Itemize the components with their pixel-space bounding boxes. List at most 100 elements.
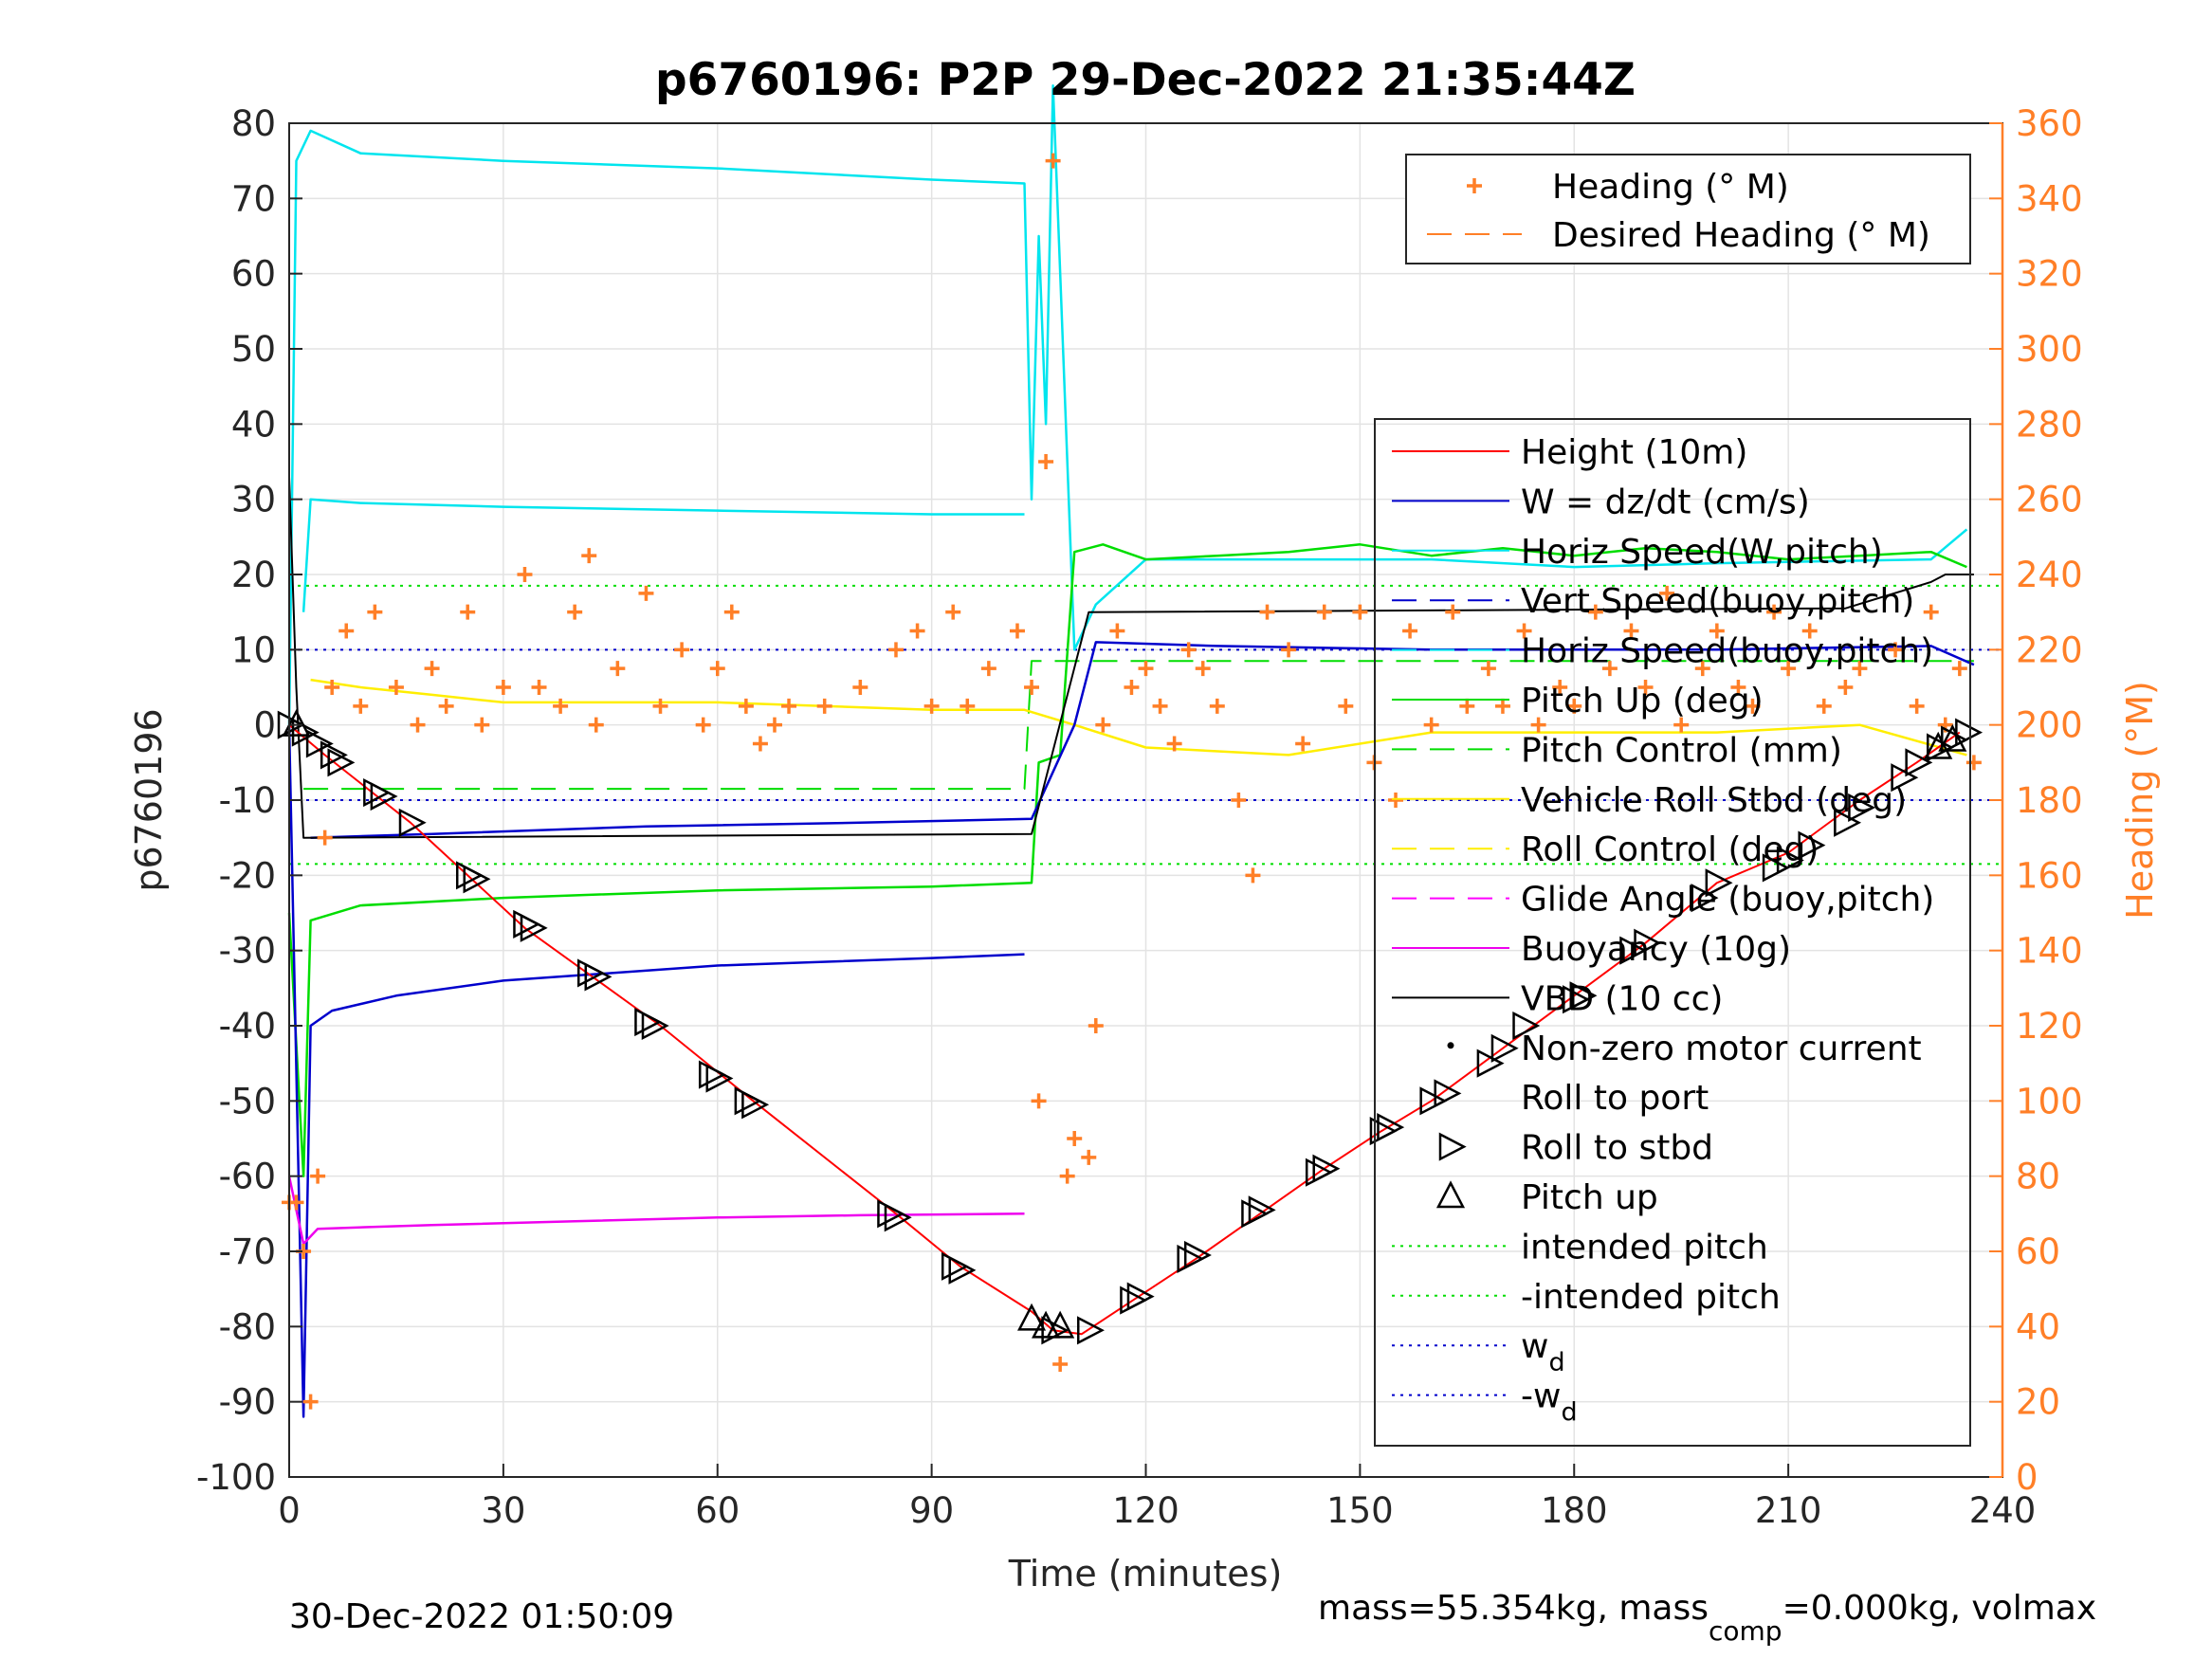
- heading-marker: [1909, 698, 1925, 714]
- right-tick-label: 180: [2016, 780, 2083, 821]
- pitch-up-marker: [1046, 1310, 1075, 1339]
- heading-marker: [1295, 736, 1311, 752]
- heading-marker: [553, 698, 569, 714]
- heading-marker: [1038, 454, 1054, 469]
- legend-label: -wd: [1521, 1377, 1578, 1428]
- heading-marker: [945, 604, 961, 620]
- heading-marker: [1659, 585, 1675, 601]
- roll-stbd-marker: [1634, 928, 1662, 957]
- legend-heading-label: Heading (° M): [1552, 168, 1789, 207]
- roll-stbd-marker: [1312, 1154, 1341, 1183]
- left-tick-label: 40: [231, 404, 276, 445]
- heading-marker: [1316, 604, 1332, 620]
- right-tick-label: 300: [2016, 329, 2083, 370]
- roll-stbd-marker: [641, 1011, 669, 1041]
- left-tick-label: 50: [231, 329, 276, 370]
- vbd-line: [288, 476, 1974, 839]
- heading-marker: [324, 680, 340, 695]
- heading-marker: [1124, 680, 1140, 695]
- roll-stbd-marker: [1891, 763, 1919, 793]
- legend-label: Roll Control (deg): [1521, 830, 1819, 869]
- heading-marker: [1552, 680, 1568, 695]
- heading-marker: [1816, 698, 1832, 714]
- heading-marker: [495, 680, 511, 695]
- heading-marker: [1209, 698, 1225, 714]
- heading-marker: [1045, 153, 1061, 169]
- right-tick-label: 40: [2016, 1306, 2060, 1347]
- heading-marker: [738, 698, 754, 714]
- roll-stbd-marker: [398, 808, 427, 837]
- left-tick-label: 10: [231, 629, 276, 670]
- heading-marker: [709, 661, 725, 677]
- heading-marker: [1024, 680, 1040, 695]
- roll-stbd-marker: [705, 1064, 734, 1093]
- pitch-up-marker: [1938, 723, 1967, 752]
- footer-mass-text: mass=55.354kg, mass: [1318, 1589, 1709, 1628]
- left-axis-ticks: 80 70 60 50 40 30 20 10 0 -10 -20 -30 -40 -50 -60 -70 -8…: [196, 103, 302, 1498]
- heading-marker: [1031, 1093, 1047, 1109]
- heading-marker: [1388, 793, 1404, 808]
- legend-label: Buoyancy (10g): [1521, 930, 1791, 969]
- heading-marker: [1088, 1018, 1104, 1033]
- roll-stbd-marker: [1926, 733, 1954, 762]
- roll-stbd-marker: [370, 781, 398, 811]
- heading-marker: [1180, 642, 1197, 658]
- roll-stbd-marker: [1490, 1033, 1519, 1063]
- heading-marker: [1245, 867, 1261, 884]
- heading-marker: [1566, 698, 1582, 714]
- heading-marker: [1637, 680, 1654, 695]
- heading-marker: [353, 698, 369, 714]
- heading-marker: [1623, 623, 1639, 639]
- heading-marker: [1095, 717, 1111, 733]
- right-axis-ticks: 3603403203002802602402202001801601401201…: [1989, 103, 2083, 1498]
- legend-label: Vehicle Roll Stbd (deg): [1521, 781, 1907, 820]
- heading-marker: [1888, 642, 1904, 658]
- heading-marker: [1516, 623, 1532, 639]
- roll-stbd-marker: [1434, 1079, 1462, 1108]
- heading-marker: [567, 604, 583, 620]
- roll-stbd-marker: [463, 865, 491, 894]
- right-tick-label: 320: [2016, 254, 2083, 295]
- heading-marker: [1166, 736, 1182, 752]
- heading-marker: [460, 604, 476, 620]
- roll-stbd-marker: [1848, 793, 1876, 822]
- heading-marker: [1109, 623, 1125, 639]
- pitch-up-marker: [1032, 1310, 1061, 1339]
- roll-stbd-marker: [1377, 1113, 1405, 1142]
- x-tick-label: 240: [1969, 1490, 2037, 1531]
- footer-mass: mass=55.354kg, masscomp=0.000kg, volmax: [1318, 1589, 2096, 1647]
- right-tick-label: 200: [2016, 705, 2083, 746]
- roll-stbd-marker: [1476, 1048, 1505, 1078]
- legend-heading: Heading (° M) Desired Heading (° M): [1405, 154, 1971, 264]
- heading-marker: [1837, 680, 1854, 695]
- left-tick-label: 30: [231, 480, 276, 520]
- heading-marker: [1352, 604, 1368, 620]
- pitch-up-marker: [1924, 731, 1953, 759]
- right-tick-label: 120: [2016, 1006, 2083, 1047]
- heading-marker: [1259, 604, 1275, 620]
- x-tick-label: 150: [1326, 1490, 1394, 1531]
- heading-marker: [1059, 1168, 1075, 1184]
- roll-stbd-marker: [1126, 1282, 1155, 1311]
- heading-marker: [1709, 623, 1725, 639]
- buoyancy-line: [287, 1176, 1025, 1246]
- left-tick-label: 20: [231, 555, 276, 595]
- heading-marker: [887, 642, 904, 658]
- x-tick-label: 90: [909, 1490, 954, 1531]
- heading-marker: [674, 642, 690, 658]
- w-line: [287, 724, 1025, 1418]
- right-tick-label: 160: [2016, 855, 2083, 896]
- legend-heading-box: [1405, 154, 1971, 264]
- roll-stbd-marker: [1619, 936, 1648, 965]
- roll-stbd-marker: [1512, 1011, 1541, 1041]
- roll-stbd-marker: [1077, 1316, 1105, 1345]
- legend-main: Height (10m) W = dz/dt (cm/s) Horiz Speed(…: [1374, 418, 1971, 1447]
- legend-label: -intended pitch: [1521, 1278, 1781, 1317]
- heading-marker: [960, 698, 976, 714]
- legend-label: Pitch up: [1521, 1178, 1658, 1217]
- footer-mass-rest: =0.000kg, volmax: [1782, 1589, 2097, 1628]
- right-tick-label: 240: [2016, 555, 2083, 595]
- right-tick-label: 80: [2016, 1157, 2060, 1197]
- heading-marker: [1067, 1131, 1083, 1146]
- right-tick-label: 100: [2016, 1081, 2083, 1121]
